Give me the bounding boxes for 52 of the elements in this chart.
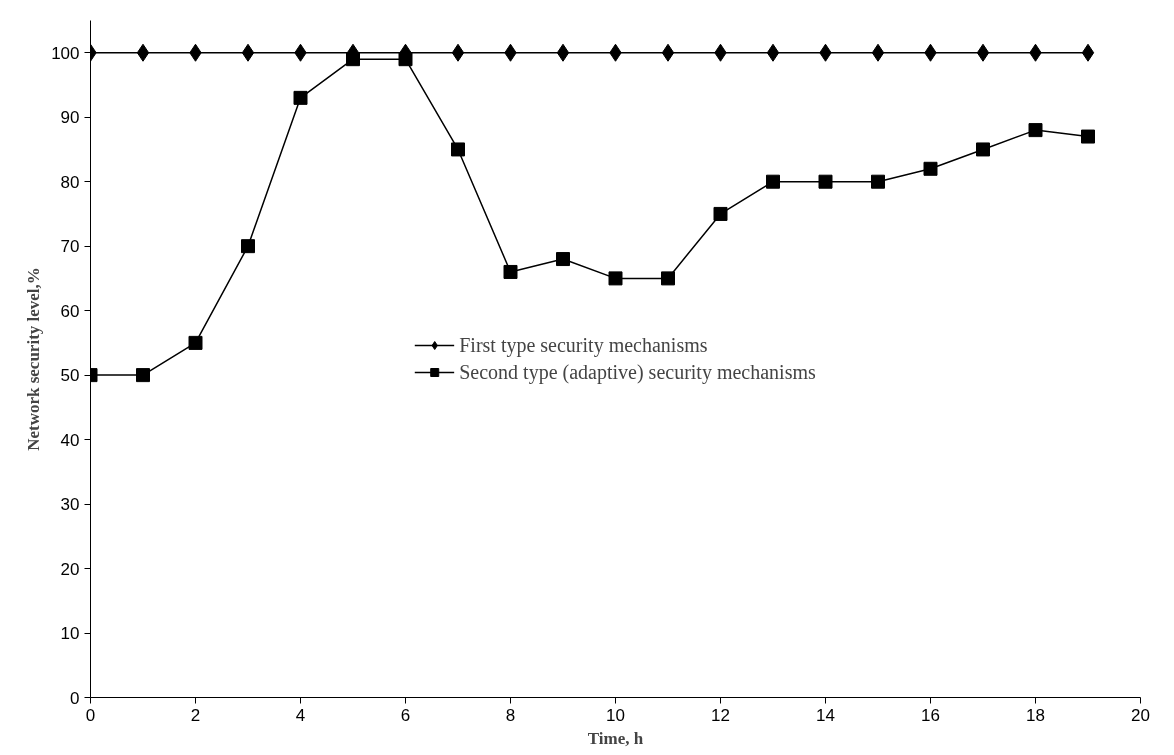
y-tick-label: 10 [60, 624, 80, 644]
x-tick-label: 12 [711, 705, 730, 725]
point [976, 142, 990, 157]
point [766, 43, 780, 62]
x-tick-label: 10 [606, 705, 625, 725]
point [766, 174, 780, 189]
point [451, 142, 465, 157]
x-tick-label: 18 [1026, 705, 1045, 725]
point [713, 206, 728, 221]
x-tick-label: 8 [505, 705, 516, 725]
x-tick-label: 14 [816, 705, 835, 725]
point [1081, 43, 1095, 62]
point [871, 43, 885, 62]
y-tick-label: 90 [60, 108, 80, 128]
point [136, 43, 150, 62]
x-tick-label: 2 [190, 705, 201, 725]
point [923, 161, 938, 176]
point [1081, 129, 1095, 144]
point [241, 43, 255, 62]
y-tick-label: 20 [60, 559, 80, 579]
point [451, 43, 465, 62]
point [136, 368, 150, 383]
y-axis-title: Network security level,% [24, 267, 44, 451]
x-tick-label: 20 [1131, 705, 1150, 725]
y-tick-label: 0 [70, 688, 80, 708]
point [608, 271, 623, 286]
y-tick-label: 100 [51, 43, 80, 63]
point [188, 335, 203, 350]
point [241, 239, 255, 254]
x-tick-label: 0 [85, 705, 96, 725]
point [503, 264, 518, 279]
x-tick-label: 16 [921, 705, 940, 725]
y-tick-label: 60 [60, 301, 80, 321]
point [661, 271, 675, 286]
point [661, 43, 675, 62]
point [293, 90, 308, 105]
point [556, 43, 570, 62]
point [556, 252, 570, 267]
point [871, 174, 885, 189]
point [818, 174, 833, 189]
legend-label: First type security mechanisms [459, 333, 708, 357]
point [976, 43, 990, 62]
x-tick-label: 6 [400, 705, 411, 725]
legend-label: Second type (adaptive) security mechanisms [459, 360, 816, 384]
y-tick-label: 30 [60, 495, 80, 515]
point [1028, 123, 1043, 138]
x-axis-title: Time, h [587, 728, 644, 748]
y-tick-label: 80 [60, 172, 80, 192]
y-tick-label: 70 [60, 237, 80, 257]
y-tick-label: 50 [60, 366, 80, 386]
x-tick-label: 4 [295, 705, 306, 725]
y-tick-label: 40 [60, 430, 80, 450]
